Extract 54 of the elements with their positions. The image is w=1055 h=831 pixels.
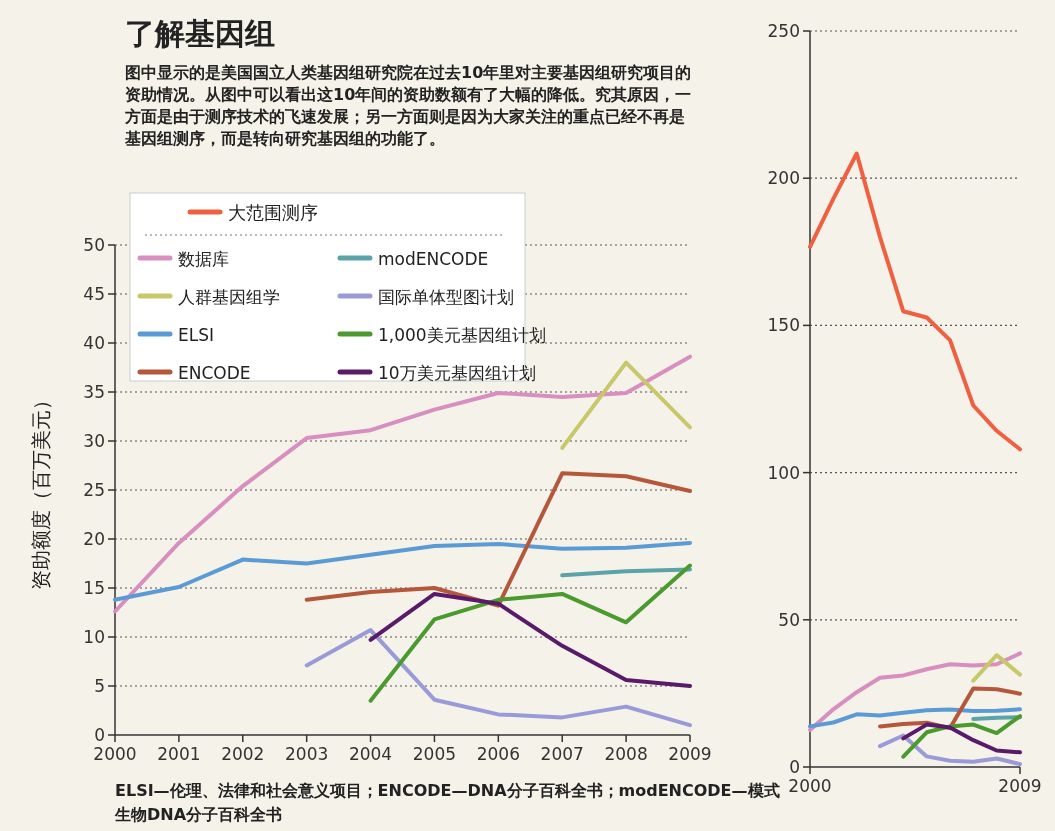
y-tick-label: 0 <box>789 757 800 777</box>
y-tick-label: 0 <box>94 725 105 745</box>
line-series <box>368 591 692 688</box>
legend-label: 1,000美元基因组计划 <box>378 325 546 345</box>
legend-label: ELSI <box>178 325 215 345</box>
line-series <box>304 628 692 728</box>
x-tick-label: 2007 <box>540 744 584 764</box>
x-tick-label: 2002 <box>221 744 265 764</box>
line-series <box>808 707 1022 729</box>
x-tick-label: 2000 <box>93 744 137 764</box>
line-series <box>113 354 692 614</box>
y-tick-label: 50 <box>83 235 105 255</box>
x-tick-label: 2001 <box>157 744 201 764</box>
x-tick-label: 2004 <box>348 744 393 764</box>
y-tick-label: 200 <box>767 168 800 189</box>
y-tick-label: 100 <box>767 462 800 483</box>
legend-label: 大范围测序 <box>228 202 318 223</box>
y-tick-label: 35 <box>83 382 105 402</box>
x-tick-label: 2009 <box>668 744 712 764</box>
line-series <box>878 733 1022 767</box>
y-tick-label: 50 <box>778 609 800 630</box>
y-tick-label: 150 <box>767 315 800 336</box>
line-series <box>304 471 692 608</box>
chart-subtitle: 图中显示的是美国国立人类基因组研究院在过去10年里对主要基因组研究项目的资助情况。从图中可以看出这10年间的资助数额有了大幅的降低。究其原因，一方面是由于测序技术的飞速发展；另一方面则是因为大家关注的重点已经不再是基因组测序，而是转向研究基因组的功能了。 <box>124 63 692 148</box>
line-series <box>808 151 1022 452</box>
line-series <box>808 651 1022 732</box>
line-series <box>901 722 1022 755</box>
x-tick-label: 2009 <box>998 776 1042 796</box>
y-tick-label: 250 <box>767 21 800 41</box>
x-tick-label: 2000 <box>788 776 832 796</box>
y-tick-label: 15 <box>83 578 105 598</box>
y-tick-label: 20 <box>83 529 105 549</box>
line-series <box>368 563 692 703</box>
y-tick-label: 5 <box>94 676 105 696</box>
line-series <box>113 540 692 602</box>
x-tick-label: 2006 <box>476 744 520 764</box>
legend-label: 人群基因组学 <box>178 287 280 307</box>
chart-title: 了解基因组 <box>125 16 275 51</box>
legend-label: 10万美元基因组计划 <box>378 363 536 383</box>
legend-label: modENCODE <box>378 249 489 269</box>
x-tick-label: 2005 <box>412 744 457 764</box>
y-tick-label: 40 <box>83 333 105 353</box>
legend-label: 国际单体型图计划 <box>378 287 514 307</box>
y-tick-label: 25 <box>83 480 105 500</box>
text: ELSI—伦理、法律和社会意义项目；ENCODE—DNA分子百科全书；modENCODE—模式生物DNA分子百科全书 <box>114 781 780 824</box>
legend-label: ENCODE <box>178 363 251 383</box>
y-tick-label: 10 <box>83 627 105 647</box>
x-tick-label: 2003 <box>285 744 329 764</box>
y-axis-title: 资助额度（百万美元） <box>29 390 53 590</box>
legend-label: 数据库 <box>178 249 229 269</box>
line-series <box>901 714 1022 759</box>
y-tick-label: 30 <box>83 431 105 451</box>
y-tick-label: 45 <box>83 284 105 304</box>
x-tick-label: 2008 <box>604 744 648 764</box>
